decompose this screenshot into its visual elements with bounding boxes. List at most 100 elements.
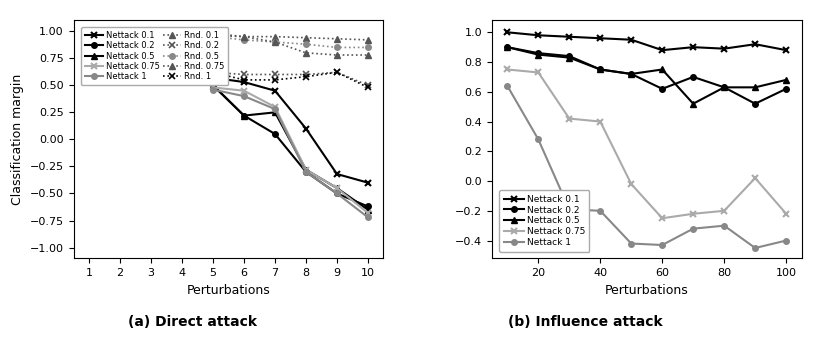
Nettack 0.1 (178, 42, 187, 46)
Rnd. 0.75 (115, 29, 125, 33)
Nettack 0.75 (688, 212, 698, 216)
Rnd. 0.5 (84, 29, 94, 33)
Nettack 0.1 (719, 47, 729, 51)
Rnd. 0.75 (363, 53, 373, 57)
Nettack 0.5 (270, 110, 280, 114)
Nettack 1 (658, 243, 667, 247)
Rnd. 0.1 (146, 31, 156, 35)
Nettack 0.5 (363, 208, 373, 212)
Rnd. 0.5 (115, 29, 125, 33)
Nettack 0.75 (719, 209, 729, 213)
Rnd. 0.5 (239, 38, 249, 42)
Nettack 0.2 (178, 42, 187, 46)
Nettack 0.5 (301, 168, 311, 172)
Nettack 0.75 (115, 42, 125, 46)
Nettack 0.75 (270, 105, 280, 109)
Nettack 0.1 (115, 38, 125, 42)
Nettack 1 (688, 227, 698, 231)
Nettack 0.2 (533, 51, 543, 55)
Line: Nettack 0.75: Nettack 0.75 (86, 33, 371, 217)
Rnd. 0.75 (301, 51, 311, 55)
Nettack 0.2 (239, 114, 249, 118)
Nettack 0.5 (781, 78, 791, 82)
Nettack 0.1 (270, 89, 280, 93)
Nettack 0.2 (596, 67, 605, 71)
Line: Nettack 0.1: Nettack 0.1 (504, 29, 789, 54)
Nettack 1 (146, 38, 156, 42)
Nettack 0.2 (688, 75, 698, 79)
Nettack 0.1 (781, 48, 791, 52)
Nettack 0.75 (178, 42, 187, 46)
Nettack 0.75 (533, 70, 543, 74)
X-axis label: Perturbations: Perturbations (187, 284, 271, 297)
Nettack 0.5 (750, 85, 760, 89)
Line: Nettack 0.2: Nettack 0.2 (87, 34, 371, 209)
Nettack 0.75 (84, 35, 94, 39)
Nettack 0.5 (115, 42, 125, 46)
Nettack 0.75 (596, 120, 605, 124)
Nettack 1 (750, 246, 760, 250)
Nettack 0.5 (596, 67, 605, 71)
Nettack 0.2 (658, 87, 667, 91)
Nettack 0.5 (627, 72, 636, 76)
Nettack 0.5 (719, 85, 729, 89)
Nettack 1 (178, 40, 187, 44)
Nettack 0.1 (596, 36, 605, 40)
Nettack 0.5 (502, 45, 512, 49)
Nettack 0.75 (332, 186, 342, 190)
Nettack 0.2 (564, 54, 574, 58)
Nettack 1 (719, 224, 729, 228)
Nettack 0.2 (627, 72, 636, 76)
Rnd. 0.1 (301, 36, 311, 40)
Rnd. 1 (178, 31, 187, 35)
Line: Rnd. 0.75: Rnd. 0.75 (87, 29, 371, 58)
Nettack 0.75 (627, 182, 636, 186)
Rnd. 0.5 (208, 35, 218, 39)
Rnd. 0.2 (301, 72, 311, 76)
Line: Rnd. 0.1: Rnd. 0.1 (87, 31, 371, 42)
Rnd. 0.1 (363, 38, 373, 42)
Nettack 1 (270, 107, 280, 111)
Rnd. 1 (270, 78, 280, 82)
Rnd. 0.5 (363, 46, 373, 50)
Line: Nettack 0.2: Nettack 0.2 (505, 45, 789, 106)
Nettack 0.75 (781, 212, 791, 216)
Rnd. 0.75 (332, 53, 342, 57)
Rnd. 0.1 (270, 35, 280, 39)
Nettack 1 (208, 88, 218, 92)
Line: Rnd. 0.2: Rnd. 0.2 (87, 31, 371, 88)
Nettack 1 (115, 38, 125, 42)
Rnd. 0.2 (270, 72, 280, 76)
Nettack 0.2 (208, 83, 218, 87)
Nettack 0.5 (208, 83, 218, 87)
Rnd. 0.2 (115, 31, 125, 35)
Nettack 0.5 (84, 37, 94, 41)
Rnd. 0.1 (178, 31, 187, 35)
Nettack 0.5 (332, 186, 342, 190)
Rnd. 0.75 (84, 29, 94, 33)
Rnd. 0.5 (146, 29, 156, 33)
Nettack 0.1 (363, 181, 373, 185)
Nettack 0.5 (658, 67, 667, 71)
Nettack 0.5 (533, 53, 543, 57)
Nettack 1 (84, 37, 94, 41)
Rnd. 0.1 (332, 37, 342, 41)
Nettack 0.5 (178, 42, 187, 46)
Line: Rnd. 1: Rnd. 1 (87, 31, 371, 90)
Nettack 1 (239, 94, 249, 98)
Rnd. 0.2 (178, 31, 187, 35)
Rnd. 0.1 (208, 34, 218, 38)
Nettack 0.2 (115, 40, 125, 44)
X-axis label: Perturbations: Perturbations (605, 284, 689, 297)
Rnd. 1 (332, 70, 342, 74)
Text: (b) Influence attack: (b) Influence attack (507, 316, 663, 329)
Nettack 1 (781, 239, 791, 243)
Nettack 1 (301, 170, 311, 174)
Line: Nettack 0.75: Nettack 0.75 (504, 66, 789, 222)
Nettack 1 (502, 84, 512, 88)
Rnd. 0.2 (332, 70, 342, 74)
Nettack 0.75 (502, 67, 512, 71)
Nettack 0.2 (363, 204, 373, 208)
Nettack 1 (564, 207, 574, 211)
Rnd. 1 (146, 31, 156, 35)
